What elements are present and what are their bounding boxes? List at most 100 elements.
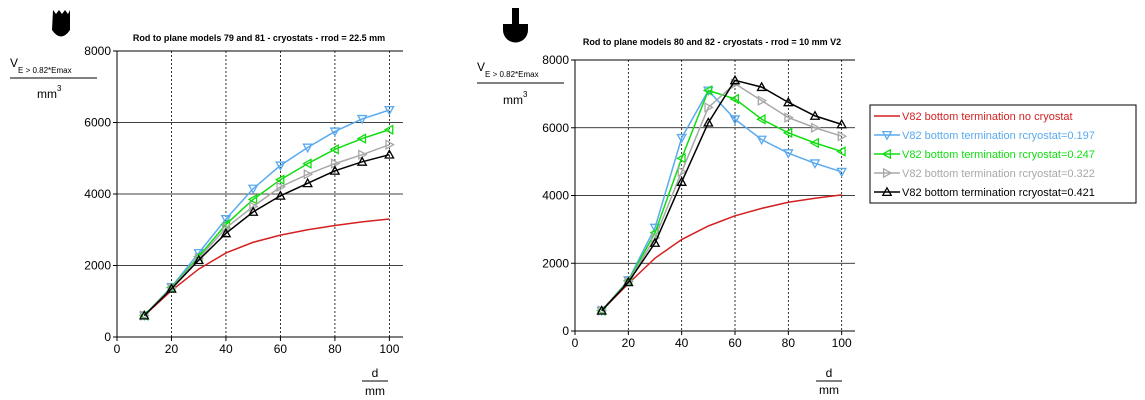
data-point-r0322 <box>704 102 714 113</box>
data-point-r0421 <box>703 117 714 127</box>
legend-label: V82 bottom termination rcryostat=0.421 <box>902 187 1095 199</box>
chart-left-plot: 0 20 40 60 80 100 0 2000 4000 6000 8000 <box>84 44 403 356</box>
data-point-r0322 <box>677 166 688 178</box>
data-point-r0421 <box>356 156 368 166</box>
y-tick-label: 4000 <box>542 189 569 203</box>
chart-left-ylabel-main: V <box>10 56 18 70</box>
series-line-r0197 <box>601 89 842 312</box>
data-point-r0322 <box>810 122 821 134</box>
data-point-r0197 <box>220 215 232 225</box>
chart-right-title: Rod to plane models 80 and 82 - cryostat… <box>583 37 841 47</box>
y-tick-label: 0 <box>104 330 111 344</box>
data-point-r0322 <box>140 310 150 321</box>
chart-left-xlabel-den: mm <box>365 384 385 398</box>
series-line-no_cryostat <box>143 218 390 317</box>
data-point-r0247 <box>756 113 766 125</box>
x-tick-label: 100 <box>379 342 399 356</box>
data-point-r0421 <box>596 305 607 315</box>
data-point-r0247 <box>383 124 394 135</box>
data-point-r0247 <box>809 137 820 149</box>
data-point-r0247 <box>247 194 258 205</box>
x-tick-label: 80 <box>782 336 796 350</box>
rod-tip-rounded-icon <box>52 10 70 37</box>
chart-left-ylabel-den-sup: 3 <box>57 84 62 93</box>
data-point-r0421 <box>138 310 150 320</box>
legend: V82 bottom termination no cryostat V82 bo… <box>869 104 1137 204</box>
data-point-r0247 <box>274 174 285 186</box>
data-point-r0197 <box>275 161 286 171</box>
chart-right-xlabel: d mm <box>816 366 842 397</box>
chart-left-title: Rod to plane models 79 and 81 - cryostat… <box>133 33 385 43</box>
data-point-r0247 <box>302 158 312 169</box>
data-point-r0197 <box>783 149 794 159</box>
chart-right: Rod to plane models 80 and 82 - cryostat… <box>477 37 855 397</box>
data-point-r0421 <box>783 96 794 107</box>
data-point-r0421 <box>623 276 634 287</box>
data-point-r0322 <box>358 149 368 160</box>
x-tick-label: 80 <box>328 342 342 356</box>
data-point-r0197 <box>356 114 368 125</box>
data-point-r0197 <box>676 133 687 144</box>
legend-marker <box>881 130 893 141</box>
x-tick-label: 20 <box>165 342 179 356</box>
data-point-r0421 <box>166 283 177 293</box>
data-point-r0322 <box>597 305 608 316</box>
data-point-r0421 <box>193 254 205 265</box>
y-tick-label: 6000 <box>84 116 111 130</box>
legend-label: V82 bottom termination rcryostat=0.322 <box>902 168 1095 180</box>
y-tick-label: 8000 <box>542 53 569 67</box>
x-tick-label: 0 <box>572 336 579 350</box>
chart-left-ylabel-den: mm <box>37 87 57 101</box>
legend-marker <box>881 148 892 160</box>
data-point-r0421 <box>729 74 741 85</box>
data-point-r0322 <box>837 130 848 142</box>
legend-label: V82 bottom termination rcryostat=0.197 <box>902 130 1095 142</box>
x-tick-label: 60 <box>728 336 742 350</box>
series-line-r0421 <box>143 153 390 317</box>
chart-left: Rod to plane models 79 and 81 - cryostat… <box>10 33 403 398</box>
chart-right-ylabel-den-sup: 3 <box>523 90 528 99</box>
data-point-r0322 <box>303 169 314 180</box>
chart-left-ylabel-sub: E > 0.82*Emax <box>18 66 72 75</box>
data-point-r0247 <box>729 93 740 105</box>
data-point-r0322 <box>784 112 794 123</box>
data-point-r0247 <box>676 152 686 164</box>
x-tick-label: 20 <box>622 336 636 350</box>
x-tick-label: 60 <box>274 342 288 356</box>
data-point-r0247 <box>836 146 846 157</box>
x-tick-label: 0 <box>114 342 121 356</box>
data-point-r0421 <box>247 206 259 216</box>
series-line-no_cryostat <box>601 194 842 312</box>
svg-text:mm3: mm3 <box>503 90 528 107</box>
y-tick-label: 6000 <box>542 121 569 135</box>
legend-label: V82 bottom termination rcryostat=0.247 <box>902 149 1095 161</box>
chart-right-plot: 0 20 40 60 80 100 0 2000 4000 6000 8000 <box>542 53 855 350</box>
series-line-r0322 <box>601 82 842 312</box>
series-line-r0197 <box>143 109 390 317</box>
data-point-r0322 <box>757 95 768 106</box>
y-tick-label: 4000 <box>84 187 111 201</box>
chart-right-xlabel-num: d <box>826 366 833 380</box>
data-point-r0247 <box>702 85 713 96</box>
chart-left-ylabel: VE > 0.82*Emax mm3 <box>10 56 97 101</box>
data-point-r0197 <box>384 105 395 116</box>
data-point-r0421 <box>756 81 767 92</box>
legend-box <box>869 104 1137 204</box>
svg-text:VE > 0.82*Emax: VE > 0.82*Emax <box>10 56 72 75</box>
data-point-r0421 <box>302 177 313 188</box>
chart-right-ylabel-main: V <box>477 60 485 74</box>
data-point-r0197 <box>836 167 847 178</box>
chart-right-ylabel-den: mm <box>503 93 523 107</box>
svg-text:mm3: mm3 <box>37 84 62 101</box>
data-point-r0421 <box>220 227 232 238</box>
data-point-r0421 <box>836 118 847 129</box>
x-tick-label: 40 <box>675 336 689 350</box>
data-point-r0197 <box>302 143 313 154</box>
data-point-r0197 <box>729 115 741 125</box>
series-line-r0421 <box>601 79 842 312</box>
data-point-r0421 <box>329 165 341 175</box>
svg-text:VE > 0.82*Emax: VE > 0.82*Emax <box>477 60 539 79</box>
data-point-r0322 <box>276 181 286 193</box>
data-point-r0247 <box>329 144 339 155</box>
